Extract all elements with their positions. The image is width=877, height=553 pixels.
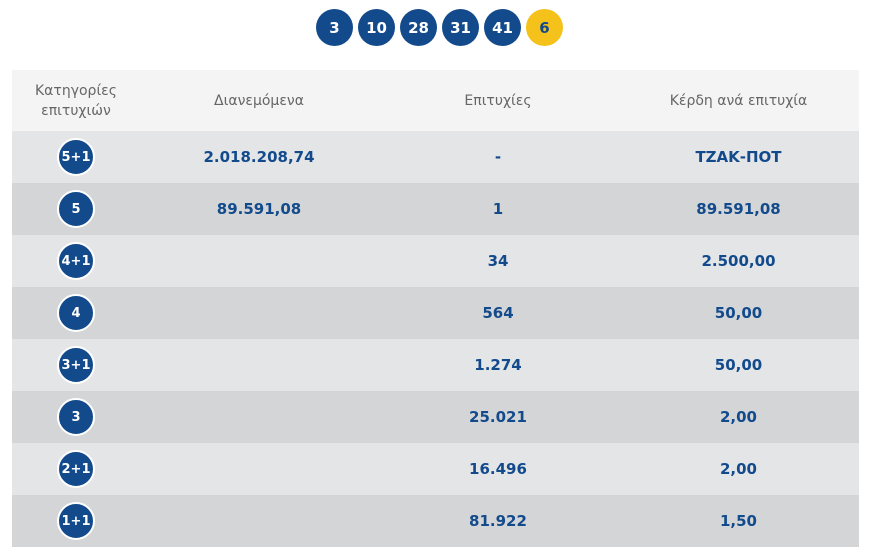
winners-cell: 34 [487, 252, 509, 270]
prize-cell: 89.591,08 [696, 200, 781, 218]
prize-cell: ΤΖΑΚ-ΠΟΤ [695, 148, 782, 166]
winners-cell: - [494, 148, 502, 166]
header-category: Κατηγορίες επιτυχιών [35, 82, 117, 119]
bonus-ball: 6 [526, 9, 563, 46]
category-badge: 1+1 [57, 502, 95, 540]
number-ball: 31 [442, 9, 479, 46]
winning-numbers: 3 10 28 31 41 6 [316, 9, 563, 46]
category-badge: 4 [57, 294, 95, 332]
winners-cell: 25.021 [469, 408, 527, 426]
number-ball: 41 [484, 9, 521, 46]
winners-cell: 1 [492, 200, 504, 218]
prize-cell: 50,00 [714, 356, 763, 374]
table-row: 3+1 1.274 50,00 [12, 339, 859, 391]
header-winners: Επιτυχίες [464, 92, 532, 109]
prize-table: Κατηγορίες επιτυχιών Διανεμόμενα Επιτυχί… [12, 70, 859, 547]
number-ball: 10 [358, 9, 395, 46]
table-row: 5+1 2.018.208,74 - ΤΖΑΚ-ΠΟΤ [12, 131, 859, 183]
table-row: 4+1 34 2.500,00 [12, 235, 859, 287]
table-row: 4 564 50,00 [12, 287, 859, 339]
number-ball: 28 [400, 9, 437, 46]
prize-cell: 2.500,00 [701, 252, 776, 270]
distributed-cell: 89.591,08 [216, 200, 302, 218]
winners-cell: 81.922 [469, 512, 527, 530]
prize-cell: 50,00 [714, 304, 763, 322]
category-badge: 5 [57, 190, 95, 228]
header-distributed: Διανεμόμενα [214, 92, 304, 109]
table-row: 1+1 81.922 1,50 [12, 495, 859, 547]
prize-cell: 2,00 [719, 460, 757, 478]
prize-cell: 2,00 [719, 408, 757, 426]
prize-cell: 1,50 [719, 512, 757, 530]
table-row: 2+1 16.496 2,00 [12, 443, 859, 495]
category-badge: 4+1 [57, 242, 95, 280]
winners-cell: 16.496 [469, 460, 527, 478]
winners-cell: 1.274 [474, 356, 522, 374]
category-badge: 5+1 [57, 138, 95, 176]
category-badge: 2+1 [57, 450, 95, 488]
table-row: 5 89.591,08 1 89.591,08 [12, 183, 859, 235]
number-ball: 3 [316, 9, 353, 46]
distributed-cell: 2.018.208,74 [203, 148, 315, 166]
category-badge: 3 [57, 398, 95, 436]
category-badge: 3+1 [57, 346, 95, 384]
table-header: Κατηγορίες επιτυχιών Διανεμόμενα Επιτυχί… [12, 70, 859, 131]
winners-cell: 564 [482, 304, 514, 322]
table-row: 3 25.021 2,00 [12, 391, 859, 443]
header-prize: Κέρδη ανά επιτυχία [669, 92, 808, 109]
